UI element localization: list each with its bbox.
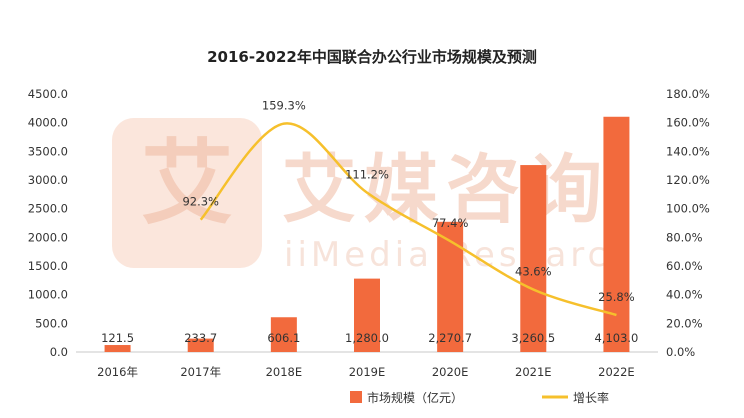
growth-rate-line <box>199 122 617 317</box>
bar-data-label: 606.1 <box>267 331 300 345</box>
y-left-tick-label: 3500.0 <box>28 144 68 158</box>
bar-data-label: 1,280.0 <box>345 331 389 345</box>
legend-label-bar: 市场规模（亿元） <box>367 390 463 405</box>
watermark-logo-box <box>112 118 262 268</box>
bar <box>437 221 464 352</box>
legend-swatch-bar <box>350 391 362 403</box>
y-right-tick-label: 60.0% <box>666 259 703 273</box>
x-tick-label: 2021E <box>515 365 552 379</box>
y-left-tick-label: 2500.0 <box>28 202 68 216</box>
y-right-tick-label: 80.0% <box>666 230 703 244</box>
bar-data-label: 233.7 <box>184 331 217 345</box>
y-right-tick-label: 140.0% <box>666 144 710 158</box>
y-left-tick-label: 0.0 <box>50 345 68 359</box>
bar-data-label: 121.5 <box>101 331 134 345</box>
line-data-label: 43.6% <box>515 265 552 279</box>
watermark: 艾 艾媒咨询 iiMedia Research <box>112 118 632 275</box>
y-left-tick-label: 3000.0 <box>28 173 68 187</box>
y-right-tick-label: 120.0% <box>666 173 710 187</box>
line-data-label: 159.3% <box>262 99 306 113</box>
bar-data-label: 2,270.7 <box>428 331 472 345</box>
x-tick-label: 2022E <box>598 365 635 379</box>
line-data-label: 111.2% <box>345 168 389 182</box>
bar <box>187 338 214 352</box>
y-right-tick-label: 20.0% <box>666 316 703 330</box>
y-left-tick-label: 1000.0 <box>28 288 68 302</box>
watermark-logo-char: 艾 <box>141 130 233 237</box>
line-data-label: 25.8% <box>598 290 635 304</box>
y-right-tick-label: 180.0% <box>666 87 710 101</box>
y-left-tick-label: 2000.0 <box>28 230 68 244</box>
bar-data-label: 4,103.0 <box>594 331 638 345</box>
legend-label-line: 增长率 <box>573 390 609 405</box>
bar <box>270 317 297 352</box>
y-right-tick-label: 160.0% <box>666 116 710 130</box>
bar <box>354 278 380 352</box>
bar-data-label: 3,260.5 <box>511 331 555 345</box>
y-right-tick-label: 0.0% <box>666 345 695 359</box>
x-tick-label: 2017年 <box>180 365 221 379</box>
y-left-tick-label: 1500.0 <box>28 259 68 273</box>
y-right-tick-label: 100.0% <box>666 202 710 216</box>
bar <box>104 345 131 352</box>
y-right-tick-label: 40.0% <box>666 288 703 302</box>
y-left-tick-label: 4000.0 <box>28 116 68 130</box>
x-tick-label: 2018E <box>266 365 303 379</box>
line-data-label: 92.3% <box>182 195 219 209</box>
bar <box>520 165 547 352</box>
x-tick-label: 2019E <box>349 365 386 379</box>
bar <box>603 116 630 353</box>
x-tick-label: 2020E <box>432 365 469 379</box>
y-left-tick-label: 500.0 <box>35 316 68 330</box>
y-left-tick-label: 4500.0 <box>28 87 68 101</box>
x-tick-label: 2016年 <box>97 365 138 379</box>
chart-title: 2016-2022年中国联合办公行业市场规模及预测 <box>207 48 537 66</box>
line-data-label: 77.4% <box>432 216 469 230</box>
